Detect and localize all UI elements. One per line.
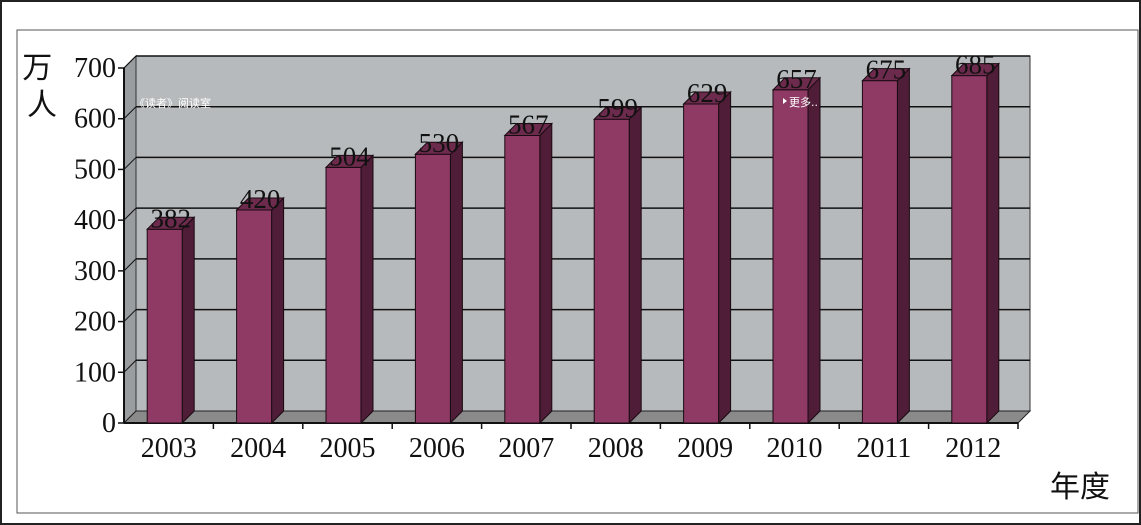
x-tick-label: 2012	[945, 433, 1001, 464]
bars	[145, 62, 1001, 425]
data-label: 530	[419, 128, 460, 158]
data-labels: 382 420 504 530 567 599 629 657 675 685	[150, 50, 995, 234]
more-link[interactable]: 更多..	[789, 95, 818, 109]
bar-front	[414, 153, 451, 424]
bar-top	[503, 122, 554, 136]
bar-top	[771, 77, 822, 91]
x-tick-label: 2008	[588, 433, 644, 464]
bar-top	[414, 141, 464, 155]
bar-top	[861, 68, 911, 82]
bar-side	[449, 141, 463, 425]
bar-2012	[950, 62, 1001, 425]
bar-side	[181, 216, 195, 425]
y-axis-title: 万 人	[22, 51, 62, 123]
bar-side	[718, 90, 732, 425]
x-tick-label: 2010	[767, 433, 823, 464]
bar-2006	[414, 141, 464, 425]
x-axis-title: 年度	[1050, 470, 1110, 505]
bar-front	[593, 118, 630, 424]
x-tick-label: 2009	[677, 433, 733, 464]
y-tick-label: 500	[74, 154, 116, 185]
x-tick-label: 2011	[856, 433, 911, 464]
data-label: 629	[687, 78, 728, 108]
bar-top	[145, 216, 196, 230]
y-tick-label: 300	[74, 256, 116, 287]
bar-front	[683, 103, 720, 424]
bar-side	[896, 67, 910, 425]
bar-top	[592, 106, 643, 120]
data-label: 420	[240, 184, 281, 214]
y-tick-label: 400	[74, 205, 116, 236]
gridline-side	[123, 207, 137, 221]
bar-front	[772, 89, 809, 424]
x-tick-label: 2003	[141, 433, 197, 464]
bar-side	[628, 106, 642, 425]
more-arrow-icon	[783, 98, 787, 104]
y-tick-label: 100	[74, 357, 116, 388]
data-label: 599	[597, 93, 638, 123]
bar-front	[236, 209, 273, 424]
bar-2011	[861, 67, 911, 425]
bar-2003	[145, 216, 196, 425]
bar-front	[951, 75, 988, 424]
data-label: 657	[776, 64, 817, 94]
bar-2004	[235, 196, 285, 425]
bar-side	[539, 122, 553, 425]
gridline-side	[123, 106, 137, 120]
bar-top	[324, 154, 375, 168]
bar-front	[146, 228, 183, 424]
data-label: 685	[955, 50, 996, 80]
gridline-side	[123, 157, 137, 170]
reader-room-link[interactable]: 《读者》阅读室	[134, 96, 211, 110]
data-label: 567	[508, 109, 549, 139]
gridline-side	[123, 258, 137, 272]
bar-front	[504, 134, 541, 424]
bar-2008	[592, 106, 643, 425]
plot-side-wall	[123, 54, 137, 425]
y-tick-label: 200	[74, 307, 116, 338]
bar-top	[682, 91, 732, 105]
bar-side	[360, 154, 374, 425]
x-tick-label: 2004	[230, 433, 286, 464]
bar-2005	[324, 154, 375, 425]
bar-2007	[503, 122, 554, 425]
bar-top	[950, 63, 1001, 77]
x-tick-label: 2006	[409, 433, 465, 464]
x-tick-label: 2007	[498, 433, 554, 464]
bar-front	[325, 166, 362, 424]
y-tick-label: 0	[102, 408, 116, 439]
data-label: 675	[866, 55, 907, 85]
bar-side	[271, 196, 285, 425]
bar-front	[861, 80, 898, 424]
gridline-side	[123, 55, 137, 69]
x-tick-label: 2005	[320, 433, 376, 464]
bar-side	[986, 62, 1000, 425]
data-label: 382	[150, 203, 191, 233]
bar-side	[807, 76, 821, 425]
bar-top	[235, 197, 285, 211]
bar-2009	[682, 90, 732, 425]
y-tick-label: 600	[74, 104, 116, 135]
gridline-side	[123, 309, 137, 322]
data-label: 504	[329, 141, 370, 171]
x-axis: 2003 2004 2005 2006 2007 2008 2009 2010 2011 2012	[141, 423, 1019, 464]
bar-2010	[771, 76, 822, 425]
gridline-side	[123, 359, 137, 373]
y-tick-label: 700	[74, 53, 116, 84]
